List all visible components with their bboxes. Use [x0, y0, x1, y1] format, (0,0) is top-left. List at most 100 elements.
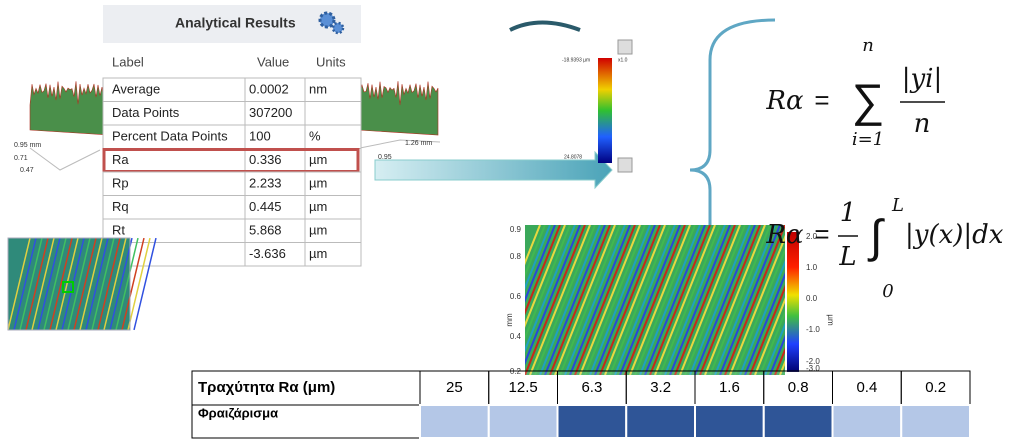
stripe	[529, 225, 591, 375]
row-value: 0.445	[249, 199, 282, 214]
thumb-stripe	[44, 238, 66, 330]
stripe	[614, 225, 676, 375]
row-label: Ra	[112, 152, 129, 167]
surface-label: 0.47	[20, 167, 34, 174]
formula-lhs: Rα	[765, 220, 804, 250]
row-value: 0.0002	[249, 81, 289, 96]
row-units: nm	[309, 81, 327, 96]
stripe	[704, 225, 766, 375]
stripe	[714, 225, 776, 375]
table-value: 6.3	[581, 379, 602, 396]
colorbar-tick-label: -1.0	[806, 325, 820, 334]
thumb-stripe	[128, 238, 150, 330]
stripe	[749, 284, 785, 375]
y-tick-label: 0.8	[510, 252, 522, 261]
thumb-stripe	[122, 238, 144, 330]
stripe	[674, 225, 736, 375]
column-header: Value	[257, 54, 289, 69]
row-units: µm	[309, 175, 327, 190]
y-unit: mm	[505, 313, 514, 327]
formula-lower: 0	[882, 281, 893, 302]
row-label: Rt	[112, 222, 125, 237]
row-value: 5.868	[249, 222, 282, 237]
table-process: Φραιζάρισμα	[198, 405, 278, 420]
formula-upper: L	[891, 195, 904, 216]
height-map-stripes	[525, 225, 785, 375]
thumb-stripe	[86, 238, 108, 330]
stripe	[525, 225, 546, 278]
table-cell	[832, 370, 902, 406]
table-value: 0.4	[856, 379, 877, 396]
colorbar-tick-label: 2.0	[806, 232, 818, 241]
stripe	[564, 225, 626, 375]
colorbar-unit: µm	[826, 314, 835, 326]
colorbar-tick-label: 0.0	[806, 294, 818, 303]
row-units: µm	[309, 246, 327, 261]
colorbar-tick-label: -3.0	[806, 364, 820, 373]
scale-down-button[interactable]	[617, 157, 633, 173]
row-value: 0.336	[249, 152, 282, 167]
stripe	[734, 247, 785, 375]
thumb-stripe	[14, 238, 36, 330]
stripe	[539, 225, 601, 375]
stripe	[669, 225, 731, 375]
formula-sum: ∑	[852, 74, 885, 126]
column-header: Label	[112, 54, 144, 69]
scale-up-button[interactable]	[617, 39, 633, 55]
table-value: 0.8	[788, 379, 809, 396]
thumb-stripe	[134, 238, 156, 330]
blur-mark	[509, 20, 581, 32]
table-value: 25	[446, 379, 463, 396]
thumb-stripe	[38, 238, 60, 330]
cell	[304, 242, 362, 267]
row-label: Data Points	[112, 105, 180, 120]
stripe	[634, 225, 696, 375]
settings-icon[interactable]	[331, 21, 345, 35]
settings-icon[interactable]	[318, 11, 336, 29]
colorbar	[787, 232, 799, 372]
surface-3d	[29, 81, 111, 136]
stripe	[525, 225, 576, 353]
stripe	[639, 225, 701, 375]
stripe	[764, 322, 785, 375]
table-value: 0.2	[925, 379, 946, 396]
surface-axis	[29, 139, 441, 171]
row-value: 307200	[249, 105, 292, 120]
formula-den: n	[914, 109, 931, 139]
stripe	[619, 225, 681, 375]
stripe	[584, 225, 646, 375]
row-value: 100	[249, 128, 271, 143]
row-units: µm	[309, 199, 327, 214]
stripe	[629, 225, 691, 375]
scale-bar	[598, 58, 612, 163]
surface-label: 1.26 mm	[405, 140, 432, 147]
shade-cell	[487, 404, 559, 439]
stripe	[739, 259, 785, 375]
row-value: 2.233	[249, 175, 282, 190]
cell	[304, 101, 362, 126]
stripe	[544, 225, 606, 375]
stripe	[589, 225, 651, 375]
thumb-stripe	[104, 238, 126, 330]
row-units: µm	[309, 152, 327, 167]
thumb-stripe	[56, 238, 78, 330]
stripe	[644, 225, 706, 375]
formula-integral: ∫	[867, 210, 885, 262]
stripe	[525, 225, 571, 341]
thumb-stripe	[80, 238, 102, 330]
surface-label: 0.95	[378, 154, 392, 161]
thumb-stripe	[32, 238, 54, 330]
thumb-stripe	[26, 238, 48, 330]
stripe	[569, 225, 631, 375]
table-value: 1.6	[719, 379, 740, 396]
stripe	[654, 225, 716, 375]
stripe	[599, 225, 661, 375]
formula-eq: =	[814, 85, 829, 115]
surface-label: 0.71	[14, 155, 28, 162]
row-units: µm	[309, 222, 327, 237]
formula-eq: =	[814, 219, 829, 249]
thumb-stripe	[68, 238, 90, 330]
stripe	[549, 225, 611, 375]
formula-upper: n	[862, 35, 874, 56]
